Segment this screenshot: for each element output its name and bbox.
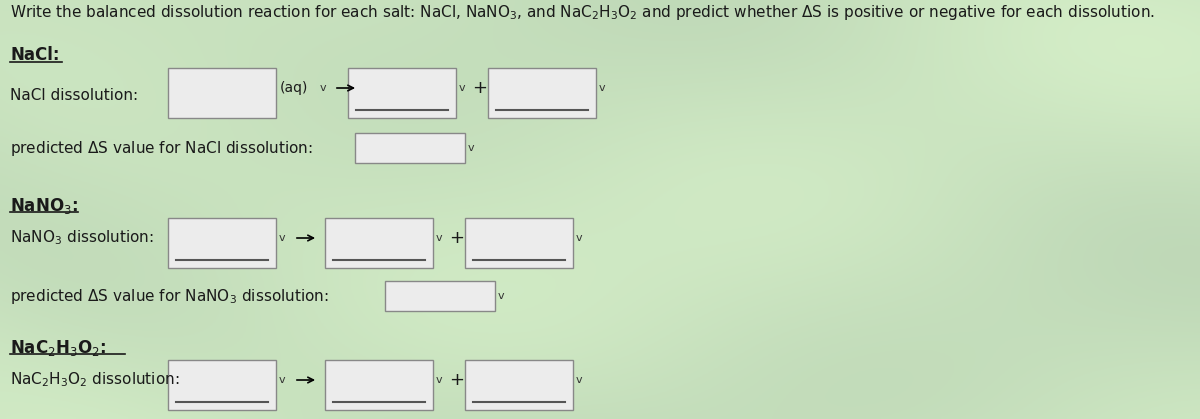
Bar <box>325 360 433 410</box>
Text: v: v <box>278 375 286 385</box>
Bar <box>385 281 496 311</box>
Text: +: + <box>449 371 464 389</box>
Text: (aq): (aq) <box>280 81 308 95</box>
Bar <box>466 218 574 268</box>
Text: v: v <box>576 233 583 243</box>
Text: NaCl dissolution:: NaCl dissolution: <box>10 88 138 103</box>
Text: NaNO$_3$ dissolution:: NaNO$_3$ dissolution: <box>10 229 154 247</box>
Text: v: v <box>436 375 443 385</box>
Bar <box>325 218 433 268</box>
Bar <box>348 68 456 118</box>
Text: NaC$_2$H$_3$O$_2$:: NaC$_2$H$_3$O$_2$: <box>10 338 107 358</box>
Bar <box>488 68 596 118</box>
Text: v: v <box>498 291 505 301</box>
Text: v: v <box>320 83 326 93</box>
Text: NaC$_2$H$_3$O$_2$ dissolution:: NaC$_2$H$_3$O$_2$ dissolution: <box>10 371 180 389</box>
Bar <box>168 218 276 268</box>
Text: v: v <box>278 233 286 243</box>
Text: v: v <box>599 83 606 93</box>
Text: predicted $\Delta$S value for NaCl dissolution:: predicted $\Delta$S value for NaCl disso… <box>10 139 313 158</box>
Bar <box>168 68 276 118</box>
Text: v: v <box>436 233 443 243</box>
Bar <box>168 360 276 410</box>
Text: predicted $\Delta$S value for NaNO$_3$ dissolution:: predicted $\Delta$S value for NaNO$_3$ d… <box>10 287 329 305</box>
Text: v: v <box>458 83 466 93</box>
Bar <box>355 133 466 163</box>
Text: Write the balanced dissolution reaction for each salt: NaCl, NaNO$_3$, and NaC$_: Write the balanced dissolution reaction … <box>10 3 1156 22</box>
Bar <box>466 360 574 410</box>
Text: v: v <box>468 143 475 153</box>
Text: NaNO$_3$:: NaNO$_3$: <box>10 196 78 216</box>
Text: +: + <box>472 79 487 97</box>
Text: v: v <box>576 375 583 385</box>
Text: NaCl:: NaCl: <box>10 46 60 64</box>
Text: +: + <box>449 229 464 247</box>
